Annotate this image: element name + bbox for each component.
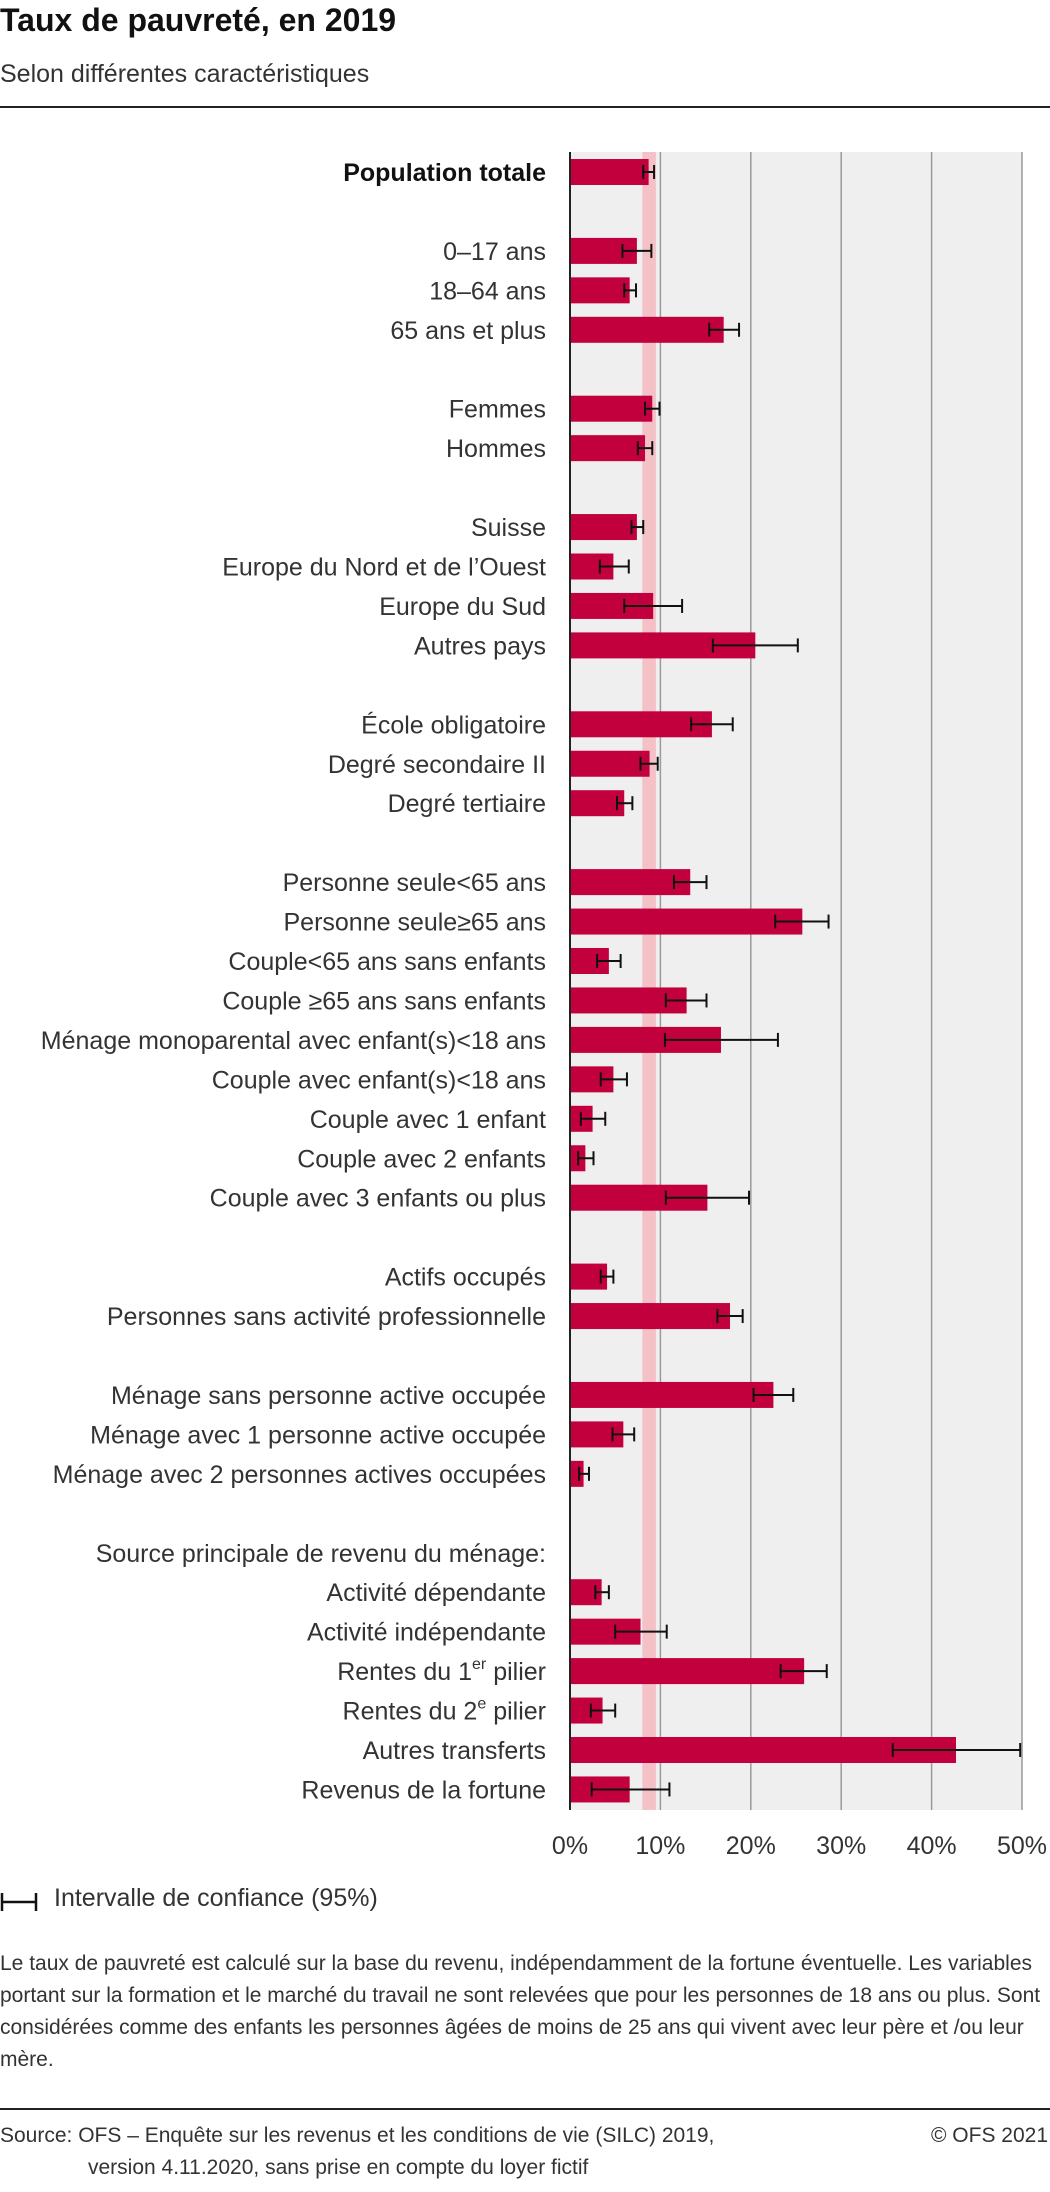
bar xyxy=(570,750,650,777)
category-label: Couple avec 1 enfant xyxy=(310,1106,546,1134)
bar xyxy=(570,316,724,343)
category-label: Ménage avec 2 personnes actives occupées xyxy=(53,1461,546,1489)
category-label: Couple avec 2 enfants xyxy=(297,1145,546,1173)
category-label-suffix: pilier xyxy=(486,1698,546,1726)
category-label: École obligatoire xyxy=(361,710,546,739)
category-label: Ménage monoparental avec enfant(s)<18 an… xyxy=(41,1027,546,1055)
x-tick-label: 20% xyxy=(726,1832,776,1860)
category-label: Actifs occupés xyxy=(385,1264,546,1292)
bar xyxy=(570,277,630,304)
category-label: Couple avec 3 enfants ou plus xyxy=(210,1185,546,1213)
category-label: 18–64 ans xyxy=(429,277,546,305)
category-label: Ménage avec 1 personne active occupée xyxy=(90,1421,546,1449)
top-rule xyxy=(0,106,1050,108)
bar xyxy=(570,908,803,935)
category-label-suffix: pilier xyxy=(486,1658,546,1686)
chart-subtitle: Selon différentes caractéristiques xyxy=(0,60,370,88)
x-tick-label: 40% xyxy=(907,1832,957,1860)
category-label: 0–17 ans xyxy=(443,238,546,266)
category-label: Couple ≥65 ans sans enfants xyxy=(222,987,546,1015)
chart-title: Taux de pauvreté, en 2019 xyxy=(0,2,397,38)
bar xyxy=(570,395,653,422)
x-tick-label: 50% xyxy=(997,1832,1047,1860)
ci-legend-icon xyxy=(0,1893,38,1911)
category-label: Activité indépendante xyxy=(307,1619,546,1647)
category-label: Hommes xyxy=(446,435,546,463)
category-label: Europe du Sud xyxy=(379,593,546,621)
category-label-superscript: e xyxy=(477,1696,486,1713)
source-line-1: Source: OFS – Enquête sur les revenus et… xyxy=(0,2124,715,2147)
bar xyxy=(570,1381,774,1408)
copyright: © OFS 2021 xyxy=(930,2124,1048,2147)
category-label: Degré secondaire II xyxy=(328,751,546,779)
bottom-rule xyxy=(0,2108,1050,2110)
category-label: Activité dépendante xyxy=(326,1579,546,1607)
x-tick-label: 0% xyxy=(552,1832,588,1860)
group-header-label: Source principale de revenu du ménage: xyxy=(96,1540,546,1568)
category-label: Autres transferts xyxy=(363,1737,546,1765)
category-label: Personnes sans activité professionnelle xyxy=(107,1303,546,1331)
category-label: Population totale xyxy=(343,159,546,187)
bar xyxy=(570,1737,957,1763)
bar xyxy=(570,869,691,896)
category-label: Rentes du 1er pilier xyxy=(337,1656,546,1686)
category-label-text: Rentes du 2 xyxy=(343,1698,478,1726)
bar xyxy=(570,711,712,738)
bar xyxy=(570,1460,584,1487)
category-label: Revenus de la fortune xyxy=(301,1776,546,1804)
x-tick-label: 30% xyxy=(816,1832,866,1860)
source-line-2: version 4.11.2020, sans prise en compte … xyxy=(88,2156,589,2179)
bar xyxy=(570,1303,731,1330)
bar xyxy=(570,790,625,817)
category-label: Rentes du 2e pilier xyxy=(343,1696,546,1726)
category-label: Suisse xyxy=(471,514,546,542)
category-label: Femmes xyxy=(449,396,546,424)
category-label: 65 ans et plus xyxy=(390,317,546,345)
bar-chart: 0% 10% 20% 30% 40% 50% Population totale 0–17 a… xyxy=(41,152,1047,1860)
category-label: Autres pays xyxy=(414,632,546,660)
category-label-text: Rentes du 1 xyxy=(337,1658,472,1686)
bar xyxy=(570,514,637,541)
bar xyxy=(570,1658,805,1685)
legend: Intervalle de confiance (95%) xyxy=(0,1880,600,1920)
bar xyxy=(570,435,646,462)
footnote: Le taux de pauvreté est calculé sur la b… xyxy=(0,1952,1041,2071)
category-label: Ménage sans personne active occupée xyxy=(111,1382,546,1410)
category-label: Couple<65 ans sans enfants xyxy=(228,948,546,976)
category-label-superscript: er xyxy=(472,1656,487,1673)
category-label: Europe du Nord et de l’Ouest xyxy=(222,554,546,582)
category-label: Couple avec enfant(s)<18 ans xyxy=(212,1066,546,1094)
legend-label: Intervalle de confiance (95%) xyxy=(54,1884,378,1912)
category-label: Personne seule<65 ans xyxy=(283,869,546,897)
x-tick-label: 10% xyxy=(635,1832,685,1860)
category-label: Degré tertiaire xyxy=(388,790,546,818)
category-label: Personne seule≥65 ans xyxy=(283,909,546,937)
bar xyxy=(570,159,649,185)
